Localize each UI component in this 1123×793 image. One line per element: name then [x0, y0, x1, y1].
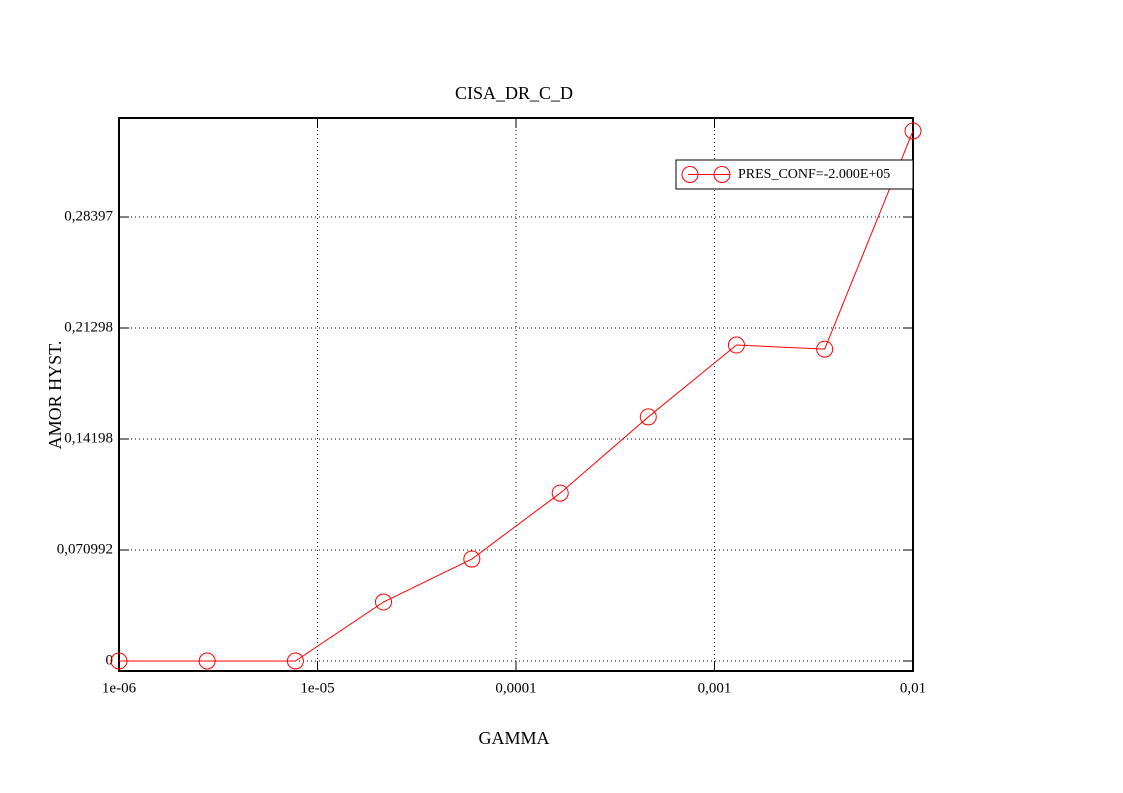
plot-frame: [118, 117, 914, 672]
data-point: [286, 652, 304, 670]
y-tick-label: 0,28397: [64, 208, 113, 224]
y-axis-label: AMOR HYST.: [45, 341, 65, 450]
chart-title: CISA_DR_C_D: [455, 83, 573, 103]
data-point: [816, 340, 834, 358]
legend-marker: [681, 166, 699, 183]
data-point: [198, 652, 216, 670]
x-tick-label: 0,0001: [495, 680, 536, 696]
x-tick-label: 1e-06: [102, 680, 137, 696]
y-tick-label: 0,21298: [64, 319, 113, 335]
x-tick-label: 0,01: [900, 680, 926, 696]
data-point: [551, 484, 569, 502]
data-point: [639, 408, 657, 426]
x-tick-label: 1e-05: [300, 680, 334, 696]
x-axis-label: GAMMA: [478, 728, 549, 748]
y-tick-label: 0,070992: [57, 541, 113, 557]
series-line: [119, 130, 914, 662]
legend-marker: [713, 166, 731, 183]
data-point: [374, 593, 392, 611]
data-point: [727, 336, 745, 354]
y-tick-label: 0: [106, 652, 114, 668]
data-point: [110, 652, 128, 670]
data-point: [463, 550, 481, 568]
y-tick-label: 0,14198: [64, 430, 113, 446]
legend-label: PRES_CONF=-2.000E+05: [738, 167, 890, 182]
data-point: [904, 122, 922, 140]
x-tick-label: 0,001: [698, 680, 732, 696]
